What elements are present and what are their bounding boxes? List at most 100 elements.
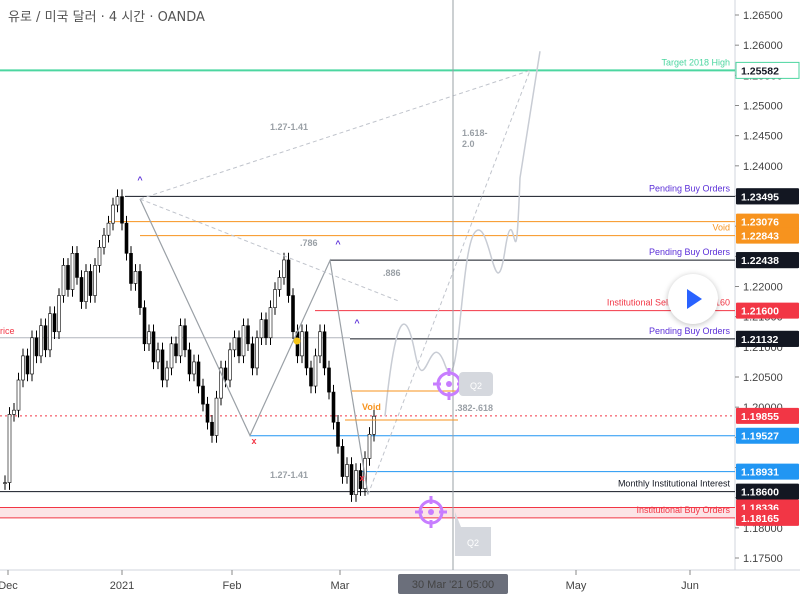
price-badge	[736, 407, 799, 424]
candle-body	[12, 409, 16, 415]
candle-body	[124, 222, 129, 254]
candle-body	[165, 367, 169, 381]
price-badge-text: 1.18165	[741, 513, 779, 525]
q2-callout-text: Q2	[470, 381, 482, 391]
price-badge-text: 1.21600	[741, 306, 779, 318]
y-tick-label: 1.17500	[743, 553, 783, 565]
q2-callout	[459, 372, 493, 396]
candle-body	[30, 337, 34, 375]
price-badge	[736, 188, 799, 205]
fib-label: .382-.618	[455, 403, 493, 413]
candle-body	[156, 349, 160, 363]
candle-body	[61, 265, 66, 296]
price-badge-text: 1.22843	[741, 231, 779, 243]
x-tick-label: 2021	[110, 580, 134, 592]
x-tick-label: Feb	[223, 580, 242, 592]
candle-body	[345, 464, 349, 477]
candle-body	[21, 355, 25, 381]
candle-body	[232, 337, 237, 351]
candle-body	[340, 446, 345, 477]
price-badge-text: 1.21132	[741, 334, 779, 346]
q2-target-icon-center	[428, 509, 434, 515]
candle-body	[322, 331, 327, 369]
candle-body	[336, 421, 340, 447]
candle-body	[88, 271, 93, 296]
candle-body	[255, 337, 259, 369]
y-tick-label: 1.20500	[743, 372, 783, 384]
candle-body	[327, 367, 331, 393]
price-badge-text: 1.23495	[741, 191, 779, 203]
candle-body	[349, 464, 354, 495]
buy-zone	[0, 507, 735, 518]
level-label: Monthly Institutional Interest	[618, 479, 731, 489]
candle-body	[52, 313, 57, 333]
candle-body	[228, 349, 232, 381]
fib-label: 1.27-1.41	[270, 470, 308, 480]
price-badge	[736, 213, 799, 230]
candle-body	[300, 331, 304, 357]
candle-body	[169, 343, 174, 369]
candle-body	[133, 271, 138, 284]
candle-body	[264, 319, 268, 339]
candle-body	[187, 349, 192, 375]
highlight-dot	[293, 337, 301, 345]
projection-dashed	[139, 198, 401, 303]
x-tick-label: Jun	[681, 580, 699, 592]
target-badge-text: 1.25582	[741, 65, 779, 77]
candle-body	[318, 331, 322, 357]
y-tick-label: 1.26000	[743, 40, 783, 52]
candle-body	[16, 379, 21, 411]
fib-label: .786	[300, 238, 318, 248]
candle-body	[75, 253, 79, 278]
left-label-fragment: rice	[0, 326, 15, 336]
play-button[interactable]	[668, 274, 718, 324]
price-badge-text: 1.19527	[741, 431, 779, 443]
candle-body	[57, 295, 61, 333]
forecast-path	[384, 51, 541, 417]
candle-body	[246, 325, 250, 345]
candle-body	[291, 295, 295, 333]
candle-body	[210, 421, 214, 436]
candle-body	[151, 331, 156, 363]
candle-body	[286, 259, 291, 296]
price-badge	[736, 302, 799, 319]
q2-callout	[455, 512, 491, 556]
candle-body	[183, 325, 187, 351]
fib-label: .886	[383, 268, 401, 278]
candle-body	[106, 222, 111, 236]
candle-body	[250, 343, 255, 369]
y-tick-label: 1.26500	[743, 10, 783, 22]
price-badge	[736, 252, 799, 269]
projection-dashed	[367, 70, 531, 495]
candle-body	[282, 259, 286, 278]
projection-dashed	[139, 70, 531, 200]
y-tick-label: 1.24000	[743, 161, 783, 173]
candle-body	[48, 313, 52, 351]
candle-body	[201, 385, 205, 405]
pivot-marker: ^	[335, 239, 341, 249]
y-tick-label: 1.22000	[743, 282, 783, 294]
candle-body	[129, 253, 133, 284]
candle-body	[219, 367, 223, 399]
pivot-marker: ^	[354, 318, 360, 328]
candle-body	[39, 325, 43, 357]
candle-body	[111, 204, 115, 224]
candle-body	[273, 289, 277, 308]
candle-body	[196, 361, 201, 387]
price-badge	[736, 483, 799, 500]
fib-label: 2.0	[462, 139, 475, 149]
price-badge-text: 1.23076	[741, 217, 779, 229]
y-tick-label: 1.25000	[743, 101, 783, 113]
price-badge-text: 1.19855	[741, 411, 779, 423]
play-icon	[687, 289, 702, 309]
fib-label: 1.27-1.41	[270, 122, 308, 132]
q2-target-icon	[415, 496, 447, 528]
q2-target-icon-center	[446, 381, 452, 387]
q2-callout-text: Q2	[467, 538, 479, 548]
level-label: Pending Buy Orders	[649, 247, 731, 257]
void-label: Void	[362, 402, 381, 412]
candle-body	[277, 277, 282, 290]
chart-title: 유로 / 미국 달러 · 4 시간 · OANDA	[8, 10, 205, 25]
candle-body	[178, 325, 183, 357]
